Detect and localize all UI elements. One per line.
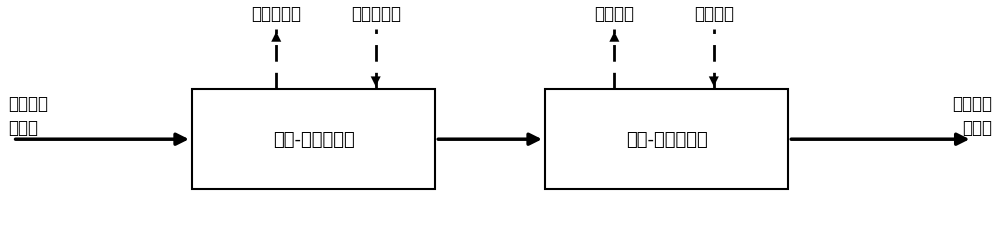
Text: 外涵气进口: 外涵气进口 xyxy=(351,5,401,23)
Text: 高温高压
封严气: 高温高压 封严气 xyxy=(8,95,48,137)
Bar xyxy=(192,90,435,190)
Text: 空气-燃油换热器: 空气-燃油换热器 xyxy=(626,131,707,149)
Text: 低温高压
封严气: 低温高压 封严气 xyxy=(952,95,992,137)
Text: 燃油出口: 燃油出口 xyxy=(594,5,634,23)
Text: 燃油进口: 燃油进口 xyxy=(694,5,734,23)
Text: 空气-空气换热器: 空气-空气换热器 xyxy=(273,131,354,149)
Text: 外涵气出口: 外涵气出口 xyxy=(251,5,301,23)
Bar xyxy=(545,90,788,190)
